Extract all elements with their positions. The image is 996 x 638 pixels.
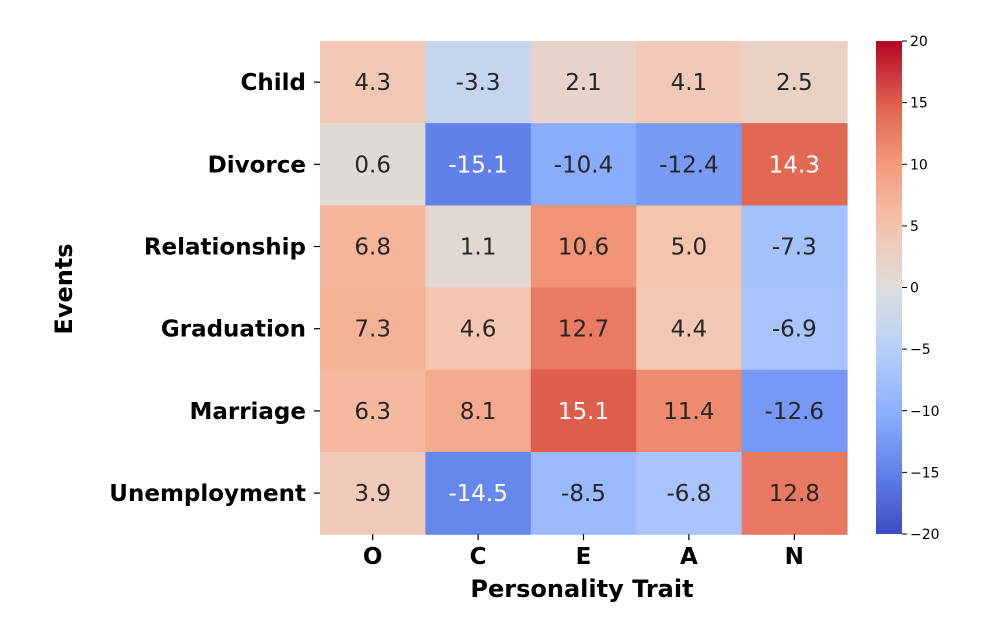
x-axis-title: Personality Trait: [470, 575, 693, 603]
heatmap-cell-divorce-n: [741, 123, 848, 206]
heatmap-cell-graduation-o: [320, 287, 426, 371]
colorbar-tick-label: 5: [910, 219, 919, 235]
cell-value-label: 3.9: [354, 481, 391, 507]
colorbar-tick-label: 20: [910, 34, 928, 50]
heatmap-cell-marriage-c: [425, 369, 532, 453]
colorbar-tick-label: 0: [910, 281, 919, 297]
cell-value-label: -6.8: [666, 481, 711, 507]
colorbar-gradient: [876, 41, 902, 534]
cell-value-label: -15.1: [448, 152, 508, 178]
heatmap-cell-child-o: [320, 41, 426, 124]
cell-value-label: 4.4: [671, 317, 708, 343]
heatmap-cell-marriage-o: [320, 369, 426, 453]
cell-value-label: 12.7: [558, 317, 609, 343]
cell-value-label: 8.1: [460, 399, 497, 425]
cell-value-label: 7.3: [354, 317, 391, 343]
cell-value-label: 0.6: [354, 152, 391, 178]
colorbar-tick-label: 15: [910, 96, 928, 112]
heatmap-cell-relationship-n: [741, 205, 848, 289]
heatmap-cell-divorce-o: [320, 123, 426, 206]
cell-value-label: -12.6: [765, 399, 825, 425]
cell-value-label: 2.5: [776, 70, 813, 96]
heatmap-cell-child-e: [530, 41, 637, 124]
cell-value-label: 11.4: [663, 399, 714, 425]
cell-value-label: -14.5: [448, 481, 508, 507]
x-tick-label-n: N: [785, 544, 804, 570]
colorbar-tick-label: −10: [910, 404, 940, 420]
heatmap-cell-graduation-e: [530, 287, 637, 371]
y-axis-title: Events: [50, 243, 78, 334]
x-tick-label-e: E: [576, 544, 592, 570]
cell-value-label: 10.6: [558, 235, 609, 261]
heatmap-cell-child-n: [741, 41, 848, 124]
heatmap-cells: 4.3 -3.3 2.1 4.1 2.5 0.6 -15.1 -10.4 -12.4 14.3 6.…: [320, 41, 848, 535]
cell-value-label: 15.1: [558, 399, 609, 425]
colorbar-tick-label: −5: [910, 342, 931, 358]
x-tick-label-a: A: [680, 544, 698, 570]
heatmap-cell-unemployment-c: [425, 452, 532, 535]
heatmap-cell-graduation-c: [425, 287, 532, 371]
heatmap-cell-relationship-c: [425, 205, 532, 289]
cell-value-label: -3.3: [456, 70, 501, 96]
heatmap-cell-divorce-e: [530, 123, 637, 206]
cell-value-label: 1.1: [460, 235, 497, 261]
heatmap-cell-divorce-c: [425, 123, 532, 206]
y-tick-label-relationship: Relationship: [144, 235, 306, 261]
colorbar-tick-label: −20: [910, 527, 940, 543]
cell-value-label: 2.1: [565, 70, 602, 96]
cell-value-label: -8.5: [561, 481, 606, 507]
heatmap-cell-relationship-a: [636, 205, 743, 289]
heatmap-cell-relationship-o: [320, 205, 426, 289]
y-tick-labels: Child Divorce Relationship Graduation Marria…: [109, 70, 320, 507]
cell-value-label: -10.4: [554, 152, 614, 178]
cell-value-label: -12.4: [659, 152, 719, 178]
y-tick-label-divorce: Divorce: [208, 152, 306, 178]
heatmap-cell-unemployment-n: [741, 452, 848, 535]
heatmap-cell-unemployment-o: [320, 452, 426, 535]
colorbar-tick-label: 10: [910, 157, 928, 173]
heatmap-cell-divorce-a: [636, 123, 743, 206]
x-tick-label-o: O: [363, 544, 383, 570]
cell-value-label: 4.1: [671, 70, 708, 96]
heatmap-cell-relationship-e: [530, 205, 637, 289]
cell-value-label: 4.3: [354, 70, 391, 96]
colorbar-tick-label: −15: [910, 465, 940, 481]
y-tick-label-unemployment: Unemployment: [109, 481, 306, 507]
cell-value-label: 5.0: [671, 235, 708, 261]
cell-value-label: 14.3: [769, 152, 820, 178]
heatmap-cell-unemployment-a: [636, 452, 743, 535]
cell-value-label: 4.6: [460, 317, 497, 343]
heatmap-cell-graduation-a: [636, 287, 743, 371]
cell-value-label: -7.3: [772, 235, 817, 261]
heatmap-cell-marriage-e: [530, 369, 637, 453]
heatmap-cell-child-c: [425, 41, 532, 124]
heatmap-cell-marriage-a: [636, 369, 743, 453]
x-tick-label-c: C: [470, 544, 487, 570]
cell-value-label: 6.8: [354, 235, 391, 261]
colorbar: 20 15 10 5 0 −5 −10 −15 −20: [876, 34, 940, 543]
y-tick-label-child: Child: [241, 70, 307, 96]
cell-value-label: -6.9: [772, 317, 817, 343]
cell-value-label: 12.8: [769, 481, 820, 507]
y-tick-label-marriage: Marriage: [189, 399, 306, 425]
heatmap-cell-unemployment-e: [530, 452, 637, 535]
cell-value-label: 6.3: [354, 399, 391, 425]
heatmap-cell-marriage-n: [741, 369, 848, 453]
y-tick-label-graduation: Graduation: [161, 317, 306, 343]
heatmap-cell-graduation-n: [741, 287, 848, 371]
heatmap-cell-child-a: [636, 41, 743, 124]
